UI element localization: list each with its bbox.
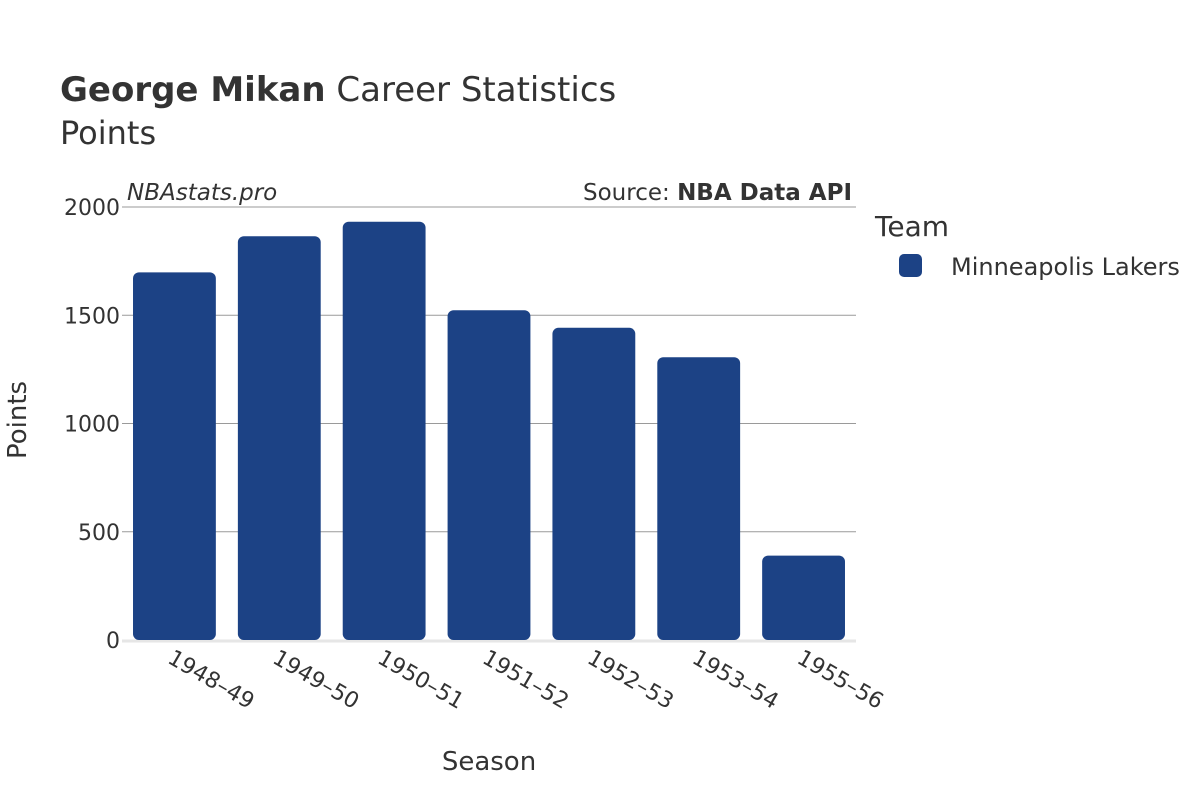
x-axis-title: Season [442,747,536,777]
watermark-text: NBAstats.pro [127,180,277,206]
x-tick-labels: 1948–49 1949–50 1950–51 1951–52 1952–53 1953–… [163,646,887,715]
source-name: NBA Data API [677,180,852,206]
legend-swatch [899,254,922,277]
bar [447,310,531,640]
source-prefix: Source: [583,180,677,206]
legend-title: Team [874,210,949,243]
chart-subtitle: Points [60,114,156,152]
x-tick-label: 1951–52 [478,646,573,715]
legend-items: Minneapolis Lakers [899,253,1180,281]
y-tick-label: 500 [78,521,120,546]
x-tick-label: 1953–54 [688,646,783,715]
y-tick-label: 1500 [64,304,120,329]
y-tick-label: 0 [106,629,120,654]
legend: Team Minneapolis Lakers [874,210,1180,281]
y-tick-labels: 0 500 1000 1500 2000 [64,196,120,654]
bar [237,236,321,641]
y-axis-title: Points [3,381,33,459]
y-tick-label: 1000 [64,413,120,438]
x-tick-label: 1950–51 [373,646,468,715]
x-tick-label: 1955–56 [793,646,888,715]
legend-label: Minneapolis Lakers [951,253,1180,281]
source-credit: Source: NBA Data API [583,180,852,206]
bar [342,221,426,641]
x-tick-label: 1952–53 [583,646,678,715]
bar [133,272,216,640]
x-tick-label: 1949–50 [268,646,363,715]
chart-title-bold: George Mikan [60,70,326,110]
chart-title: George Mikan Career Statistics [60,70,616,110]
bar [762,555,845,640]
x-tick-label: 1948–49 [163,646,258,715]
bar-series [133,221,845,641]
bar [657,357,741,640]
chart-title-regular: Career Statistics [326,70,617,110]
bar [552,327,636,640]
y-tick-label: 2000 [64,196,120,221]
